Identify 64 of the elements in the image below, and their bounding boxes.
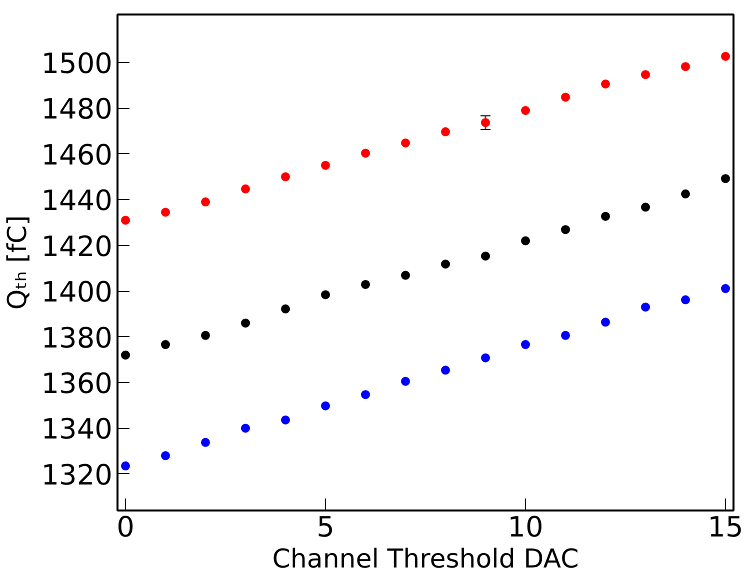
point [601,79,610,88]
x-tick-label: 10 [508,510,544,544]
point [641,70,650,80]
point [161,208,170,217]
point [361,148,370,158]
point [681,295,690,304]
point [601,318,610,327]
point [161,451,170,460]
point [521,106,530,115]
x-tick-label: 0 [116,510,134,544]
point [721,174,730,184]
point [401,270,410,280]
point [401,376,410,386]
y-tick-label: 1340 [41,412,113,446]
point [561,92,570,102]
y-tick-label: 1480 [41,92,113,126]
point [361,390,370,400]
point [561,225,570,234]
point [721,284,730,294]
y-tick-label: 1420 [41,230,113,263]
point [201,330,210,340]
point [281,304,290,314]
y-axis-title: Qₜₕ [fC] [3,215,34,310]
point [441,366,450,375]
point [321,290,330,300]
point [641,302,650,312]
point [401,138,410,148]
point [721,52,730,61]
x-tick-label: 5 [316,510,334,544]
point [201,438,210,447]
y-tick-label: 1500 [41,47,113,80]
point [561,330,570,340]
y-tick-label: 1320 [41,458,113,492]
point [481,118,490,128]
x-axis-title: Channel Threshold DAC [272,544,579,574]
point [481,252,490,261]
y-tick-label: 1360 [41,367,113,400]
point [241,318,250,328]
point [321,401,330,410]
point [241,184,250,194]
point [481,353,490,362]
point [641,202,650,212]
point [441,260,450,269]
y-tick-label: 1380 [41,321,113,354]
point [321,160,330,170]
point [601,212,610,221]
point [201,197,210,206]
point [521,236,530,246]
y-tick-label: 1460 [41,138,113,172]
x-tick-label: 15 [708,510,744,544]
point [361,280,370,289]
point [241,424,250,433]
point [441,127,450,136]
point [161,340,170,350]
point [121,216,130,225]
point [521,340,530,350]
point [281,172,290,182]
y-tick-label: 1440 [41,184,113,218]
point [121,350,130,360]
point [681,189,690,198]
point [681,62,690,72]
point [281,415,290,424]
y-tick-label: 1400 [41,276,113,309]
point [121,461,130,470]
